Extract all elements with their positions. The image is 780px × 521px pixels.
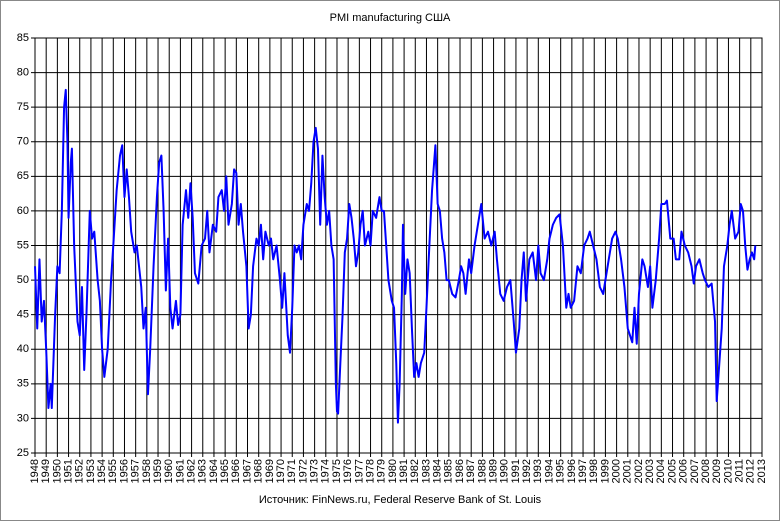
x-tick-label: 1971 [286,459,298,483]
y-tick-label: 40 [17,343,29,355]
y-tick-label: 65 [17,170,29,182]
x-tick-label: 2007 [689,459,701,483]
y-tick-label: 60 [17,205,29,217]
x-tick-label: 1991 [510,459,522,483]
x-tick-label: 1959 [152,459,164,483]
x-tick-label: 1999 [599,459,611,483]
x-tick-label: 1995 [555,459,567,483]
x-tick-label: 1998 [588,459,600,483]
x-tick-label: 1960 [163,459,175,483]
x-tick-label: 2003 [644,459,656,483]
x-tick-label: 2011 [734,459,746,483]
y-tick-label: 75 [17,101,29,113]
x-tick-label: 2005 [666,459,678,483]
x-tick-label: 1957 [130,459,142,483]
x-tick-label: 1975 [331,459,343,483]
x-tick-label: 1964 [208,459,220,483]
x-tick-label: 1969 [264,459,276,483]
y-tick-label: 55 [17,239,29,251]
x-tick-label: 1983 [420,459,432,483]
x-tick-label: 1949 [40,459,52,483]
x-tick-label: 1948 [29,459,41,483]
x-tick-label: 1955 [107,459,119,483]
x-tick-label: 1997 [577,459,589,483]
x-tick-label: 1952 [74,459,86,483]
x-tick-label: 1987 [465,459,477,483]
x-tick-label: 1976 [342,459,354,483]
x-tick-label: 1993 [532,459,544,483]
x-tick-label: 2013 [756,459,768,483]
y-tick-label: 45 [17,309,29,321]
y-tick-label: 50 [17,274,29,286]
y-tick-label: 80 [17,66,29,78]
x-tick-label: 1967 [241,459,253,483]
y-tick-label: 30 [17,412,29,424]
y-tick-label: 85 [17,32,29,44]
y-tick-label: 35 [17,378,29,390]
x-tick-label: 1973 [309,459,321,483]
x-tick-label: 1951 [62,459,74,483]
x-tick-label: 1981 [398,459,410,483]
x-tick-label: 2010 [722,459,734,483]
x-tick-label: 1978 [364,459,376,483]
x-tick-label: 1966 [230,459,242,483]
x-tick-label: 1994 [543,459,555,483]
x-tick-label: 1985 [443,459,455,483]
x-tick-label: 1986 [454,459,466,483]
x-tick-label: 1982 [409,459,421,483]
x-tick-label: 1972 [297,459,309,483]
x-tick-label: 1984 [432,459,444,483]
x-tick-label: 1956 [118,459,130,483]
x-tick-label: 2006 [678,459,690,483]
x-tick-label: 2002 [633,459,645,483]
source-note: Источник: FinNews.ru, Federal Reserve Ba… [259,494,542,506]
x-tick-label: 2004 [655,459,667,483]
data-line [34,88,757,424]
x-tick-label: 1979 [376,459,388,483]
x-tick-label: 1965 [219,459,231,483]
x-tick-label: 1954 [96,459,108,483]
x-tick-label: 1989 [487,459,499,483]
x-tick-label: 1963 [197,459,209,483]
x-tick-label: 1992 [521,459,533,483]
x-tick-label: 1996 [566,459,578,483]
x-tick-label: 1962 [185,459,197,483]
x-tick-label: 1950 [51,459,63,483]
x-tick-label: 1990 [499,459,511,483]
y-tick-label: 25 [17,447,29,459]
x-tick-label: 1970 [275,459,287,483]
x-tick-label: 1968 [253,459,265,483]
x-tick-label: 1977 [353,459,365,483]
x-tick-label: 2000 [611,459,623,483]
x-tick-label: 1953 [85,459,97,483]
x-tick-label: 2009 [711,459,723,483]
x-tick-label: 1980 [387,459,399,483]
chart-title: PMI manufacturing США [330,12,451,24]
x-tick-label: 1958 [141,459,153,483]
x-tick-label: 1988 [476,459,488,483]
y-tick-label: 70 [17,136,29,148]
x-tick-label: 2012 [745,459,757,483]
x-tick-label: 2001 [622,459,634,483]
x-tick-label: 1974 [320,459,332,483]
x-tick-label: 1961 [174,459,186,483]
x-tick-label: 2008 [700,459,712,483]
